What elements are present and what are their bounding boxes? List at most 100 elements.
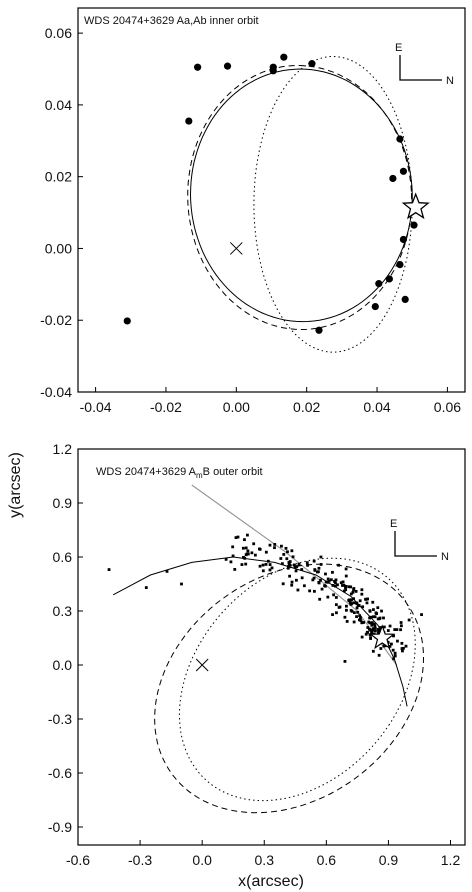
observation-point <box>273 546 276 550</box>
observation-point <box>268 568 272 572</box>
observation-point <box>373 624 377 628</box>
observation-point <box>335 611 338 615</box>
observation-point <box>264 550 268 554</box>
observation-point <box>362 621 365 624</box>
y-tick-label: 0.04 <box>45 97 72 113</box>
observation-point <box>308 589 312 593</box>
observation-point <box>366 597 370 601</box>
observation-point <box>296 588 300 592</box>
observation-point <box>377 631 380 634</box>
x-tick-label: 0.6 <box>317 852 337 868</box>
observation-point <box>368 609 372 613</box>
orientation-arrows <box>399 55 442 81</box>
observation-point <box>360 621 364 625</box>
observation-point <box>396 260 404 269</box>
observation-point <box>312 589 316 593</box>
y-tick-label: -0.9 <box>48 819 72 835</box>
observation-point <box>243 538 246 542</box>
observation-point <box>326 577 330 581</box>
trend-line <box>191 484 398 666</box>
observation-point <box>287 564 290 568</box>
observation-point <box>280 562 284 566</box>
observation-point <box>323 584 326 588</box>
observation-point <box>365 601 369 605</box>
observation-point <box>356 603 360 607</box>
observation-point <box>334 603 338 607</box>
observation-point <box>344 584 348 588</box>
observation-point <box>373 626 377 630</box>
observation-point <box>286 550 289 554</box>
orientation-indicator: E N <box>395 42 454 87</box>
observation-point <box>369 637 372 640</box>
observation-point <box>300 568 304 571</box>
predicted-position-star <box>369 624 396 650</box>
observation-point <box>123 317 131 325</box>
observation-point <box>313 569 317 572</box>
observation-point <box>288 574 292 578</box>
observation-point <box>345 620 349 623</box>
observation-point <box>388 644 392 648</box>
orientation-arrows <box>394 531 437 557</box>
inner-orbit-title: WDS 20474+3629 Aa,Ab inner orbit <box>84 15 259 27</box>
observation-point <box>337 563 341 567</box>
observation-point <box>288 560 292 563</box>
observation-point <box>356 610 360 614</box>
inner-orbit-panel: WDS 20474+3629 Aa,Ab inner orbit E N -0.… <box>40 7 466 415</box>
observation-point <box>231 545 235 549</box>
east-label: E <box>395 42 402 54</box>
observation-point <box>229 560 233 564</box>
observation-point <box>284 546 288 550</box>
observation-point <box>352 620 356 624</box>
observation-point <box>264 562 268 566</box>
observation-point <box>344 574 348 578</box>
observation-point <box>224 557 228 561</box>
observation-point <box>396 135 404 143</box>
observation-point <box>366 630 369 634</box>
observation-point <box>348 599 351 603</box>
observation-point <box>366 626 370 629</box>
observation-point <box>399 235 408 244</box>
observation-point <box>395 628 399 631</box>
observation-point <box>354 601 358 605</box>
observation-point <box>326 580 330 584</box>
observation-point <box>349 602 353 606</box>
observation-point <box>350 598 353 602</box>
observation-point <box>311 578 315 582</box>
observation-point <box>382 625 386 629</box>
observation-point <box>318 597 322 601</box>
observation-point <box>400 647 404 650</box>
observation-point <box>341 584 344 587</box>
observation-point <box>294 578 298 582</box>
observation-point <box>386 629 390 632</box>
east-label: E <box>390 518 397 530</box>
observation-point <box>420 613 423 616</box>
observation-point <box>361 605 365 609</box>
observation-point <box>388 624 392 628</box>
observation-point <box>357 618 361 622</box>
observation-point <box>393 651 397 655</box>
observation-point <box>359 616 362 620</box>
observation-point <box>391 634 395 638</box>
observation-point <box>382 644 386 648</box>
observation-point <box>347 585 351 589</box>
x-tick-label: -0.3 <box>128 852 152 868</box>
observation-point <box>410 221 418 229</box>
observation-point <box>292 563 296 567</box>
observation-point <box>261 569 265 573</box>
observation-point <box>343 660 347 663</box>
observation-point <box>268 563 272 566</box>
observation-point <box>373 629 377 633</box>
observation-point <box>369 615 373 619</box>
observation-point <box>258 547 261 551</box>
observation-point <box>401 295 409 304</box>
observation-point <box>273 543 277 546</box>
observation-point <box>317 566 321 570</box>
observation-point <box>241 546 245 550</box>
x-tick-label: 0.0 <box>192 852 212 868</box>
observation-point <box>107 568 111 571</box>
observation-point <box>236 535 240 539</box>
observation-point <box>294 569 298 573</box>
observation-point <box>315 326 323 334</box>
observation-point <box>376 606 380 610</box>
